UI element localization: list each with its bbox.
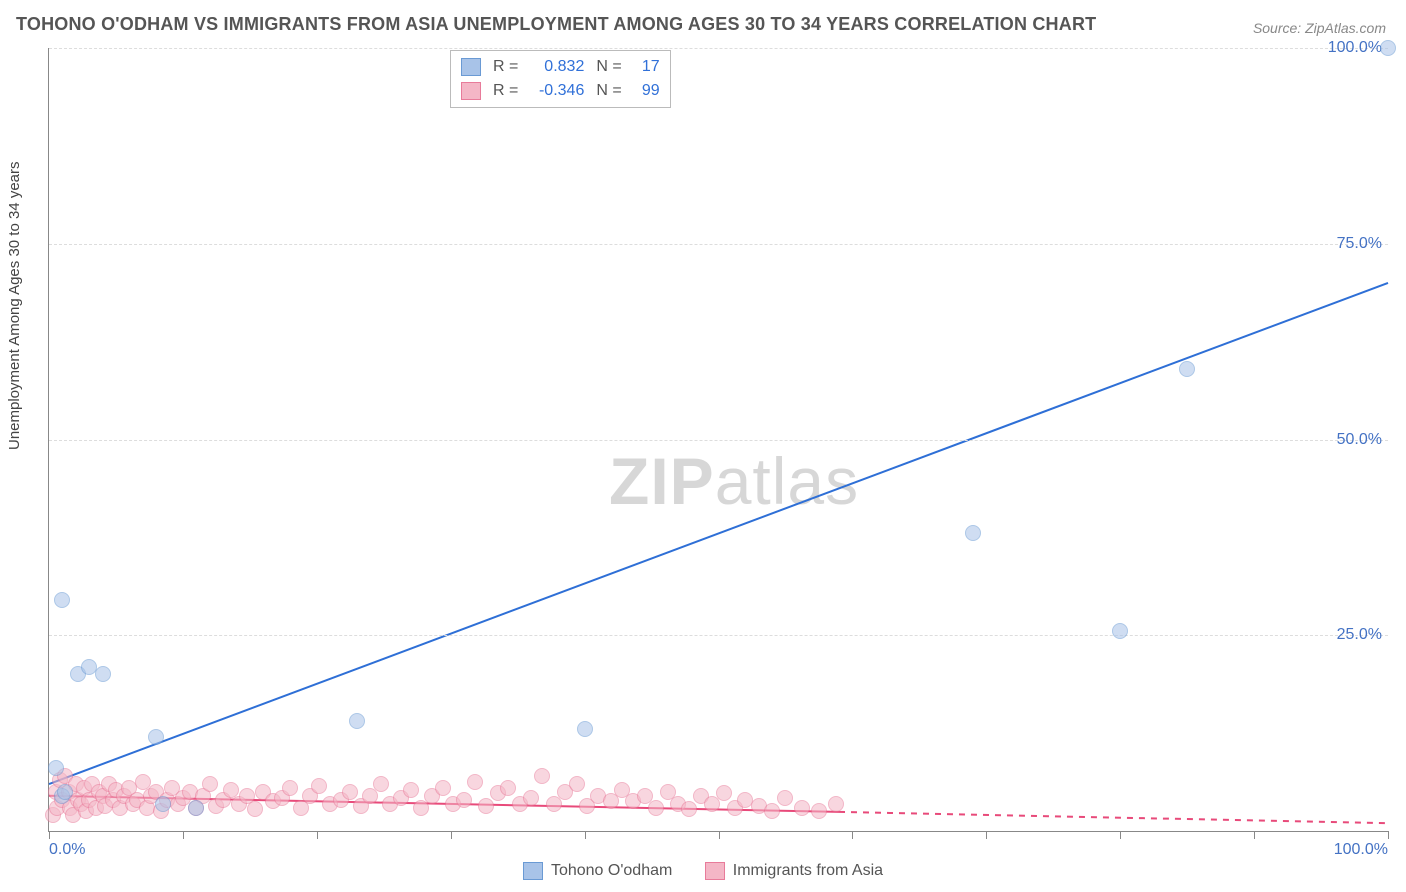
n-label: N = xyxy=(596,58,621,76)
data-point xyxy=(373,776,389,792)
data-point xyxy=(202,776,218,792)
gridline xyxy=(49,635,1388,636)
data-point xyxy=(523,790,539,806)
data-point xyxy=(1112,623,1128,639)
data-point xyxy=(716,785,732,801)
y-axis-label: Unemployment Among Ages 30 to 34 years xyxy=(6,161,23,450)
data-point xyxy=(342,784,358,800)
data-point xyxy=(794,800,810,816)
plot-area: ZIPatlas 25.0%50.0%75.0%100.0%0.0%100.0% xyxy=(48,48,1388,832)
swatch-series-1 xyxy=(461,82,481,100)
x-tick xyxy=(986,831,987,839)
legend-label-0: Tohono O'odham xyxy=(551,862,672,880)
stats-row-series-1: R = -0.346 N = 99 xyxy=(461,79,660,103)
data-point xyxy=(965,525,981,541)
x-tick xyxy=(852,831,853,839)
r-value-1: -0.346 xyxy=(528,82,584,100)
n-value-0: 17 xyxy=(632,58,660,76)
data-point xyxy=(54,592,70,608)
data-point xyxy=(148,729,164,745)
stats-legend: R = 0.832 N = 17 R = -0.346 N = 99 xyxy=(450,50,671,108)
gridline xyxy=(49,244,1388,245)
legend-item-0: Tohono O'odham xyxy=(523,862,672,880)
r-value-0: 0.832 xyxy=(528,58,584,76)
x-tick xyxy=(317,831,318,839)
chart-source: Source: ZipAtlas.com xyxy=(1253,20,1386,36)
data-point xyxy=(456,792,472,808)
legend-label-1: Immigrants from Asia xyxy=(733,862,883,880)
data-point xyxy=(828,796,844,812)
data-point xyxy=(569,776,585,792)
data-point xyxy=(435,780,451,796)
data-point xyxy=(403,782,419,798)
y-tick-label: 50.0% xyxy=(1337,431,1382,449)
stats-row-series-0: R = 0.832 N = 17 xyxy=(461,55,660,79)
chart-title: TOHONO O'ODHAM VS IMMIGRANTS FROM ASIA U… xyxy=(16,14,1096,35)
data-point xyxy=(188,800,204,816)
data-point xyxy=(500,780,516,796)
data-point xyxy=(282,780,298,796)
r-label: R = xyxy=(493,58,518,76)
x-tick-label: 0.0% xyxy=(49,841,85,859)
series-legend: Tohono O'odham Immigrants from Asia xyxy=(0,862,1406,885)
n-label: N = xyxy=(596,82,621,100)
x-tick xyxy=(1120,831,1121,839)
swatch-series-0 xyxy=(461,58,481,76)
data-point xyxy=(1380,40,1396,56)
x-tick xyxy=(49,831,50,839)
correlation-chart: TOHONO O'ODHAM VS IMMIGRANTS FROM ASIA U… xyxy=(0,0,1406,892)
data-point xyxy=(534,768,550,784)
x-tick xyxy=(585,831,586,839)
swatch-series-1 xyxy=(705,862,725,880)
data-point xyxy=(811,803,827,819)
data-point xyxy=(467,774,483,790)
data-point xyxy=(95,666,111,682)
data-point xyxy=(1179,361,1195,377)
data-point xyxy=(577,721,593,737)
x-tick xyxy=(1254,831,1255,839)
y-tick-label: 100.0% xyxy=(1328,39,1382,57)
data-point xyxy=(349,713,365,729)
data-point xyxy=(48,760,64,776)
gridline xyxy=(49,440,1388,441)
gridline xyxy=(49,48,1388,49)
data-point xyxy=(777,790,793,806)
x-tick xyxy=(719,831,720,839)
legend-item-1: Immigrants from Asia xyxy=(705,862,883,880)
x-tick xyxy=(1388,831,1389,839)
x-tick xyxy=(451,831,452,839)
data-point xyxy=(247,801,263,817)
x-tick xyxy=(183,831,184,839)
x-tick-label: 100.0% xyxy=(1334,841,1388,859)
data-point xyxy=(478,798,494,814)
y-tick-label: 25.0% xyxy=(1337,626,1382,644)
data-point xyxy=(57,784,73,800)
swatch-series-0 xyxy=(523,862,543,880)
data-point xyxy=(764,803,780,819)
r-label: R = xyxy=(493,82,518,100)
y-tick-label: 75.0% xyxy=(1337,235,1382,253)
data-point xyxy=(681,801,697,817)
data-point xyxy=(648,800,664,816)
data-point xyxy=(155,796,171,812)
n-value-1: 99 xyxy=(632,82,660,100)
data-point xyxy=(311,778,327,794)
